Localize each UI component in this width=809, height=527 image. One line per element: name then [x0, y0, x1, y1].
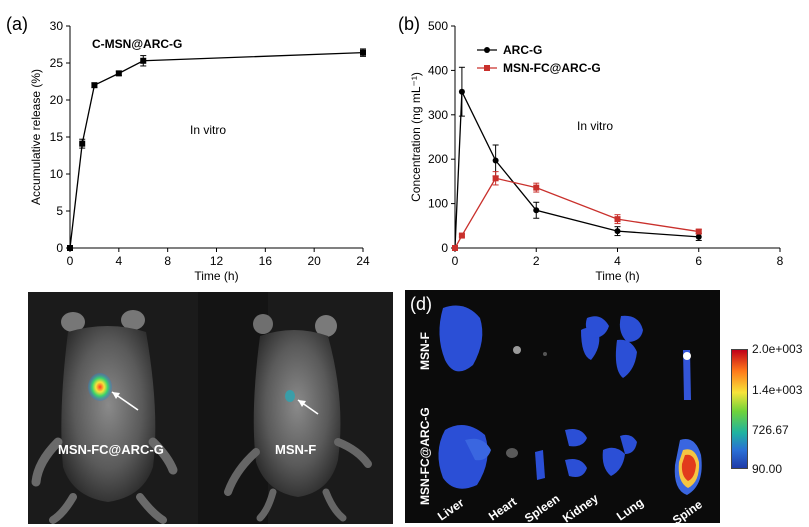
chart-b-series-line-1 — [454, 177, 699, 249]
chart-b-point — [452, 245, 458, 251]
chart-b-point — [695, 233, 702, 240]
chart-a-point — [67, 245, 73, 251]
panel-label-b: (b) — [398, 14, 420, 34]
chart-b-point — [614, 228, 621, 235]
chart-b-point — [458, 232, 465, 239]
chart-a-y-tick-label: 20 — [50, 93, 64, 107]
whole-body-image — [28, 292, 393, 524]
panel-label-a: (a) — [6, 14, 28, 34]
chart-b-y-tick-label: 400 — [428, 63, 448, 77]
chart-a-y-tick-label: 0 — [56, 241, 63, 255]
chart-b-point — [614, 216, 621, 223]
chart-b-y-tick-label: 100 — [428, 197, 448, 211]
chart-a-x-tick-label: 16 — [259, 254, 273, 268]
colorbar-label-2: 1.4e+003 — [752, 383, 803, 397]
chart-b-point — [695, 228, 702, 235]
chart-a-annotation-sample: C-MSN@ARC-G — [92, 37, 182, 51]
chart-b-y-axis-label: Concentration (ng mL⁻¹) — [409, 72, 423, 202]
colorbar — [731, 349, 748, 469]
chart-a-y-tick-label: 5 — [56, 204, 63, 218]
mouse-left — [31, 310, 178, 524]
chart-a-point — [140, 57, 147, 64]
panel-label-d: (d) — [410, 294, 432, 314]
chart-b-x-axis-label: Time (h) — [595, 269, 639, 283]
chart-a-x-axis-label: Time (h) — [194, 269, 238, 283]
row-label-msn-f: MSN-F — [418, 332, 432, 370]
chart-a-point — [91, 82, 98, 89]
chart-b-y-tick-label: 500 — [428, 19, 448, 33]
chart-a-series-line-0 — [69, 51, 364, 249]
chart-a-x-tick-label: 8 — [164, 254, 171, 268]
chart-a: 0 4 8 12 16 20 24 0 5 10 15 20 25 30 Time (h) Accumulat… — [29, 19, 370, 283]
chart-b-legend-label: ARC-G — [503, 43, 542, 57]
colorbar-label-3: 726.67 — [752, 423, 789, 437]
chart-a-y-tick-label: 25 — [50, 56, 64, 70]
chart-b-x-tick-label: 6 — [695, 254, 702, 268]
chart-a-y-axis-label: Accumulative release (%) — [29, 69, 43, 205]
chart-b-annotation-in-vitro: In vitro — [577, 119, 613, 133]
chart-b-x-tick-label: 2 — [533, 254, 540, 268]
colorbar-label-min: 90.00 — [752, 462, 783, 476]
ex-vivo-organ-image — [405, 290, 720, 523]
chart-b-x-tick-label: 0 — [452, 254, 459, 268]
chart-b-y-tick-label: 200 — [428, 152, 448, 166]
label-msn-fc-arc-g: MSN-FC@ARC-G — [58, 442, 164, 457]
chart-a-annotation-in-vitro: In vitro — [190, 123, 226, 137]
chart-b-point — [533, 184, 540, 191]
chart-b: 0 2 4 6 8 0 100 200 300 400 500 Time (h) Concentrati… — [409, 19, 784, 283]
chart-a-x-tick-label: 12 — [210, 254, 224, 268]
chart-b-legend-marker — [484, 65, 490, 71]
chart-a-x-tick-label: 4 — [115, 254, 122, 268]
chart-a-y-tick-label: 10 — [50, 167, 64, 181]
chart-a-point — [79, 140, 86, 147]
chart-b-series-line-0 — [454, 91, 699, 249]
colorbar-label-max: 2.0e+003 — [752, 342, 803, 356]
panel-label-c: (c) — [6, 296, 27, 316]
chart-a-y-tick-label: 15 — [50, 130, 64, 144]
chart-a-point — [115, 70, 122, 77]
chart-b-legend-marker — [484, 47, 490, 53]
chart-b-y-tick-label: 300 — [428, 108, 448, 122]
chart-b-point — [533, 207, 540, 214]
chart-a-point — [360, 49, 366, 56]
chart-b-x-tick-label: 8 — [777, 254, 784, 268]
organs-row-msn-fc-arc-g — [438, 425, 702, 495]
chart-b-point — [458, 88, 465, 95]
chart-a-x-tick-label: 0 — [67, 254, 74, 268]
chart-b-x-tick-label: 4 — [614, 254, 621, 268]
mouse-right — [224, 314, 372, 522]
chart-b-y-tick-label: 0 — [441, 241, 448, 255]
row-label-msn-fc-arc-g: MSN-FC@ARC-G — [418, 407, 432, 505]
chart-a-x-tick-label: 24 — [356, 254, 370, 268]
organs-row-msn-f — [439, 305, 691, 400]
chart-b-point — [492, 157, 499, 164]
chart-a-x-tick-label: 20 — [307, 254, 321, 268]
chart-b-legend-label: MSN-FC@ARC-G — [503, 61, 601, 75]
chart-b-point — [492, 175, 499, 182]
chart-a-y-tick-label: 30 — [50, 19, 64, 33]
label-msn-f: MSN-F — [275, 442, 317, 457]
